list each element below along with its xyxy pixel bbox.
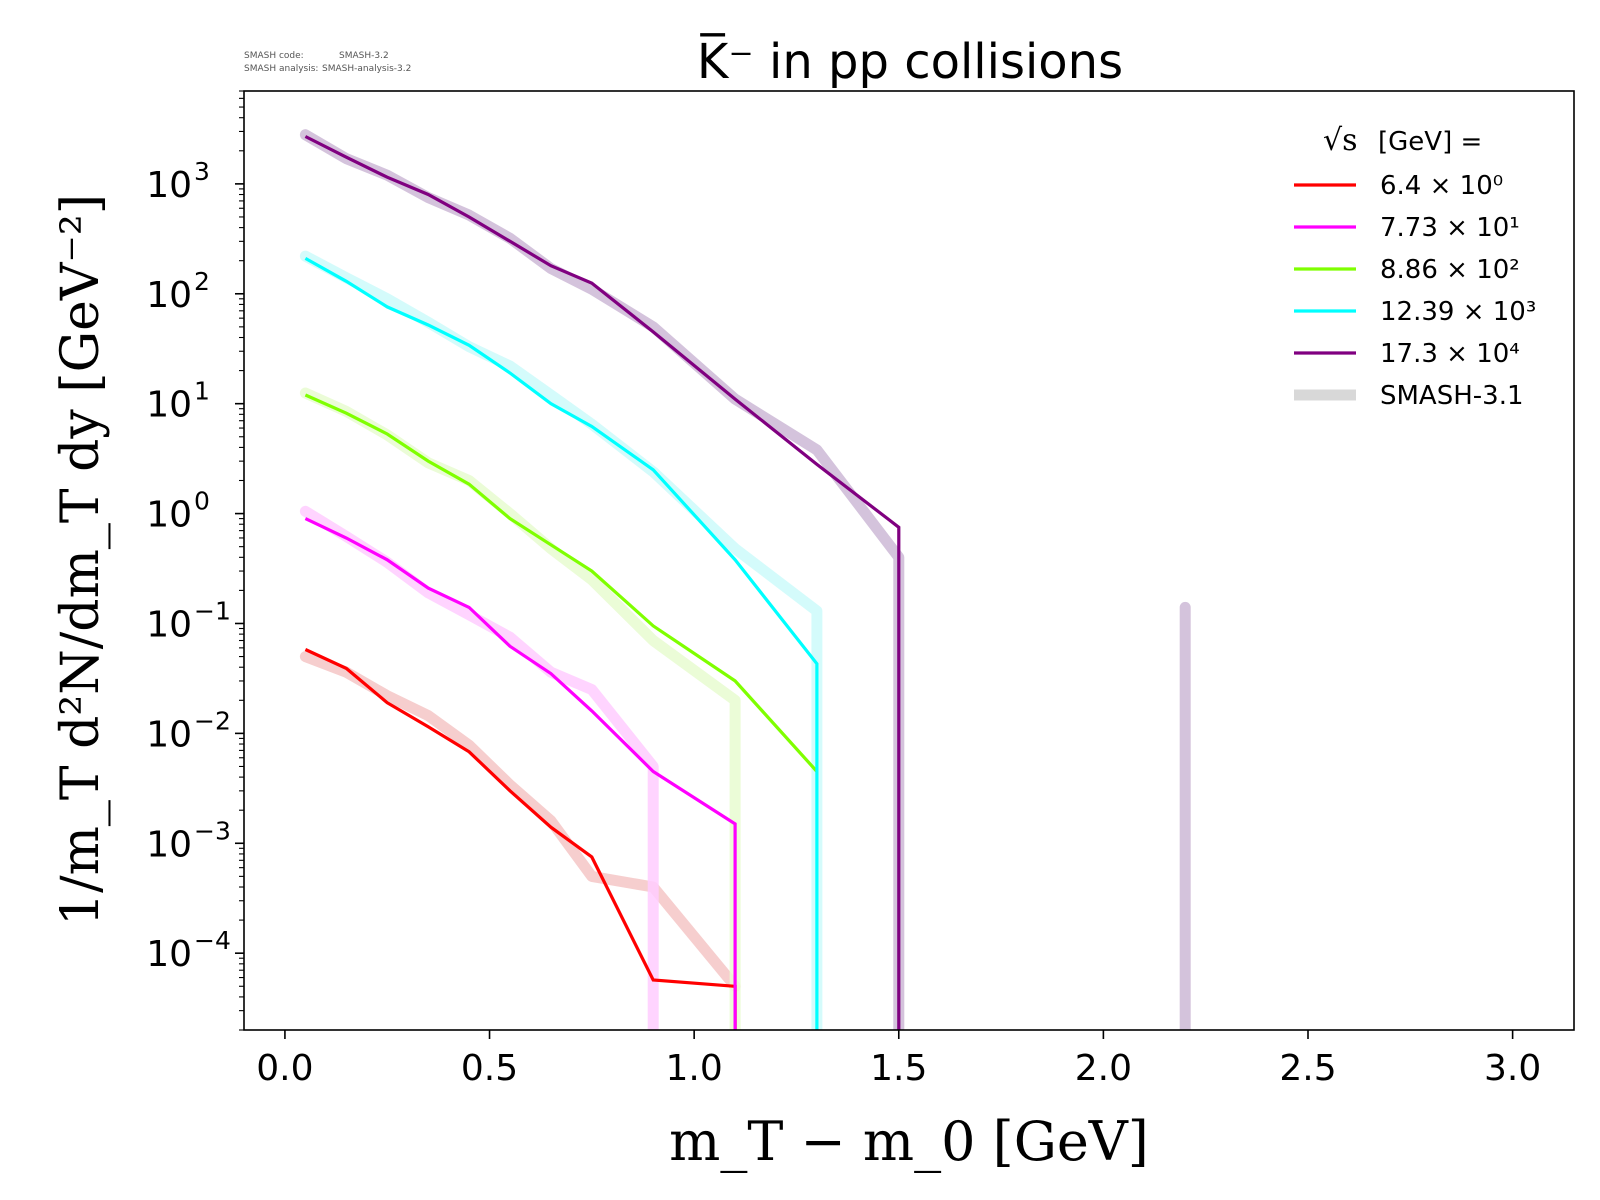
- legend-title-sqrt-symbol: √s: [1323, 123, 1358, 158]
- x-tick-label: 2.0: [1075, 1048, 1132, 1089]
- legend-title: [GeV] =: [1378, 127, 1482, 157]
- legend-label: SMASH-3.1: [1380, 381, 1524, 411]
- code-value: SMASH-3.2: [339, 51, 389, 61]
- y-tick-label: 10: [146, 165, 192, 206]
- reference-line-4: [299, 250, 823, 1030]
- x-tick-label: 3.0: [1484, 1048, 1541, 1089]
- y-tick-exponent: −3: [194, 816, 231, 845]
- x-axis: 0.0 0.5 1.0 1.5 2.0 2.5 3.0: [256, 1030, 1541, 1089]
- x-tick-label: 0.0: [256, 1048, 313, 1089]
- y-tick-label: 10: [146, 934, 192, 975]
- series-line-5: [304, 135, 901, 1030]
- legend-label: 17.3 × 10⁴: [1380, 339, 1520, 369]
- series-lines: [304, 135, 901, 1030]
- analysis-label: SMASH analysis:: [244, 64, 318, 74]
- plot-area: 0.0 0.5 1.0 1.5 2.0 2.5 3.0 10−410−310−210−110…: [146, 90, 1575, 1089]
- y-tick-exponent: 0: [194, 487, 210, 516]
- plot-frame: [243, 90, 1575, 1031]
- legend-label: 7.73 × 10¹: [1380, 213, 1520, 243]
- legend: √s [GeV] = 6.4 × 10⁰ 7.73 × 10¹ 8.86 × 10²…: [1294, 123, 1536, 411]
- legend-label: 8.86 × 10²: [1380, 255, 1520, 285]
- y-tick-exponent: −4: [194, 926, 231, 955]
- y-tick-label: 10: [146, 604, 192, 645]
- y-tick-exponent: 2: [194, 267, 210, 296]
- legend-label: 12.39 × 10³: [1380, 297, 1536, 327]
- chart-title: K̅⁻ in pp collisions: [697, 32, 1123, 90]
- x-tick-label: 2.5: [1279, 1048, 1336, 1089]
- series-line-3: [304, 393, 819, 773]
- reference-line-5: [299, 129, 905, 1030]
- y-tick-label: 10: [146, 824, 192, 865]
- series-line-4: [304, 257, 819, 1030]
- x-axis-label: m_T − m_0 [GeV]: [669, 1110, 1149, 1173]
- y-tick-label: 10: [146, 495, 192, 536]
- analysis-value: SMASH-analysis-3.2: [322, 64, 411, 74]
- x-tick-label: 1.0: [666, 1048, 723, 1089]
- series-line-1: [304, 648, 737, 1030]
- y-axis-label: 1/m_T d²N/dm_T dy [GeV⁻²]: [51, 194, 111, 926]
- legend-entries: 6.4 × 10⁰ 7.73 × 10¹ 8.86 × 10² 12.39 × 10³…: [1294, 171, 1536, 411]
- x-tick-label: 1.5: [870, 1048, 927, 1089]
- y-tick-label: 10: [146, 714, 192, 755]
- code-label: SMASH code:: [244, 51, 304, 61]
- legend-label: 6.4 × 10⁰: [1380, 171, 1503, 201]
- y-tick-exponent: 3: [194, 157, 210, 186]
- y-tick-exponent: −2: [194, 706, 231, 735]
- series-line-2: [304, 517, 737, 1030]
- y-tick-label: 10: [146, 275, 192, 316]
- x-tick-label: 0.5: [461, 1048, 518, 1089]
- y-tick-label: 10: [146, 385, 192, 426]
- y-tick-exponent: 1: [194, 377, 210, 406]
- y-tick-exponent: −1: [194, 596, 231, 625]
